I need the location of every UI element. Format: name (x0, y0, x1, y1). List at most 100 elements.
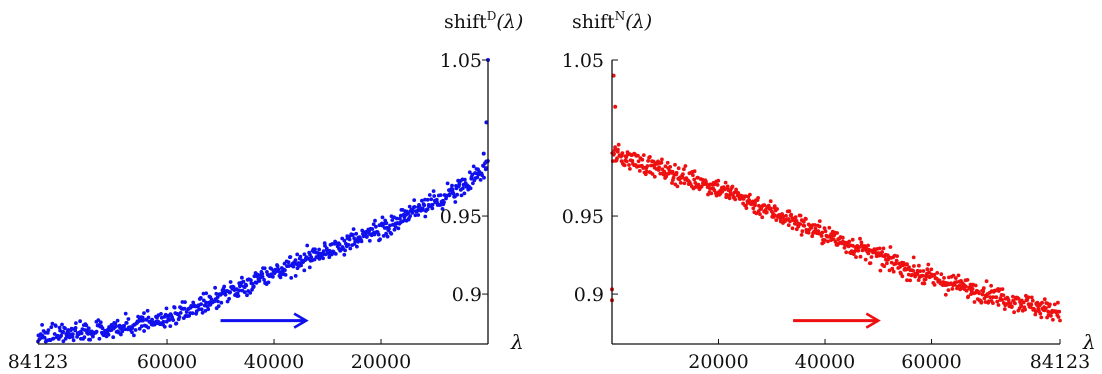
right-data-point (916, 278, 921, 282)
left-data-point (440, 207, 445, 211)
left-data-point (50, 321, 55, 326)
left-data-point (407, 204, 412, 209)
left-data-point (322, 241, 327, 246)
left-data-point (361, 232, 365, 236)
right-x-tick-label: 60000 (901, 351, 961, 373)
left-data-point (414, 209, 418, 214)
right-data-point (650, 172, 655, 176)
right-data-point (754, 211, 759, 216)
right-data-point (652, 174, 657, 179)
left-data-point (305, 243, 310, 248)
right-y-ticks: 0.9 0.95 1.05 (562, 50, 618, 306)
left-data-point (348, 246, 353, 251)
right-data-point (964, 288, 969, 293)
right-data-point (847, 239, 852, 244)
left-data-point (364, 235, 369, 239)
left-data-point (383, 218, 388, 223)
left-data-point (431, 189, 436, 194)
left-data-point (186, 307, 191, 312)
left-data-point (252, 274, 257, 279)
right-data-point (881, 246, 886, 251)
left-data-point (144, 317, 148, 322)
left-data-point (256, 277, 261, 282)
right-data-point (764, 210, 769, 215)
right-data-point (1026, 295, 1031, 300)
right-data-point (977, 291, 981, 296)
right-y-tick-label: 0.95 (562, 206, 604, 228)
right-data-point (646, 159, 650, 163)
left-data-point (124, 321, 129, 325)
right-data-point (725, 184, 730, 189)
left-data-point (285, 264, 289, 268)
left-data-point (481, 151, 486, 156)
right-data-point (1001, 293, 1006, 298)
left-data-point (471, 164, 476, 169)
left-data-point (259, 270, 264, 274)
right-data-point (636, 153, 640, 158)
left-data-point (97, 336, 102, 341)
right-data-point (1042, 297, 1047, 302)
right-data-point (973, 283, 978, 288)
left-data-point (420, 198, 424, 203)
right-data-point (866, 243, 870, 248)
left-data-point (390, 218, 395, 223)
right-data-point (692, 169, 697, 174)
right-data-point (640, 157, 645, 162)
left-data-point (388, 230, 393, 235)
left-data-point (423, 197, 427, 202)
left-data-point (297, 256, 302, 261)
right-data-point (670, 181, 674, 185)
left-data-point (206, 307, 211, 312)
left-data-point (202, 303, 207, 308)
left-data-point (328, 242, 333, 247)
right-data-point (1044, 306, 1048, 310)
right-data-point (675, 184, 680, 189)
right-data-point (671, 175, 676, 180)
right-data-point (810, 234, 815, 239)
left-data-point (61, 339, 66, 344)
left-data-point (462, 191, 467, 196)
left-data-point (360, 228, 365, 233)
right-data-point (915, 272, 920, 276)
left-data-point (423, 214, 428, 219)
left-data-point (40, 323, 44, 327)
right-data-point (794, 219, 799, 223)
right-data-point (813, 226, 818, 231)
right-data-point (670, 169, 675, 174)
left-data-point (350, 243, 355, 248)
left-data-point (351, 227, 356, 232)
right-data-point (895, 254, 899, 258)
left-data-point (452, 194, 456, 199)
left-data-point (453, 200, 458, 204)
left-data-point (373, 218, 377, 223)
left-data-point (220, 288, 225, 293)
left-data-point (277, 274, 282, 278)
right-data-point (890, 266, 895, 271)
left-data-point (72, 327, 77, 331)
right-data-point (682, 167, 686, 172)
right-data-point (683, 164, 688, 168)
left-data-point (253, 280, 258, 285)
right-data-point (774, 218, 779, 223)
right-data-point (668, 165, 673, 169)
left-data-point (64, 332, 69, 336)
left-data-point (426, 203, 431, 207)
right-data-point (680, 175, 685, 179)
left-data-point (115, 318, 120, 323)
right-data-point (786, 223, 791, 228)
right-data-point (712, 188, 717, 193)
left-data-point (228, 280, 233, 284)
right-x-tick-label: 84123 (1030, 351, 1090, 373)
right-data-point (644, 169, 649, 174)
right-x-axis-label: λ (1082, 330, 1096, 354)
left-data-point (225, 299, 230, 304)
left-data-point (310, 248, 315, 253)
left-data-point (391, 222, 395, 227)
right-data-point (833, 240, 838, 244)
left-data-point (145, 308, 150, 313)
left-data-point (265, 270, 269, 274)
left-data-point (233, 293, 237, 297)
right-data-point (894, 261, 898, 266)
right-data-point (806, 230, 811, 235)
